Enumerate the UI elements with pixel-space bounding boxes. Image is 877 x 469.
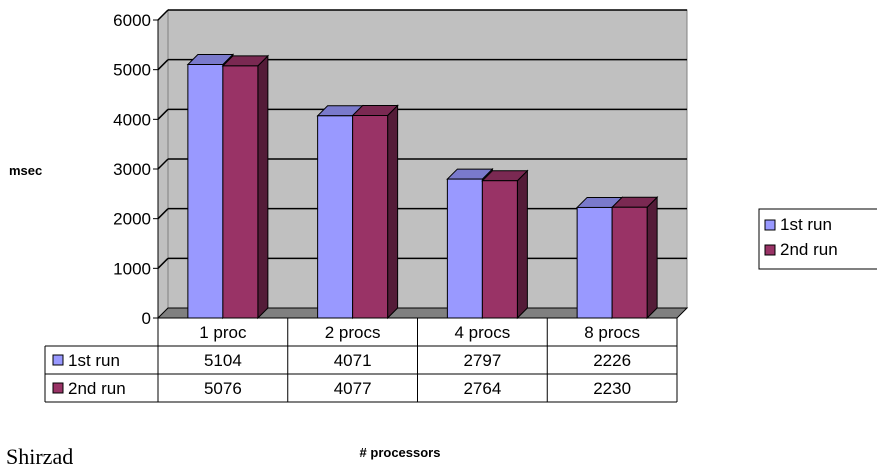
y-tick-label: 6000 (113, 11, 151, 30)
clipped-text: Shirzad (6, 444, 74, 469)
legend-label: 1st run (780, 215, 832, 234)
category-label: 8 procs (584, 323, 640, 342)
gridline-side (157, 208, 169, 220)
data-label: 2764 (463, 379, 501, 398)
table-series-label: 2nd run (68, 379, 126, 398)
data-label: 2797 (463, 351, 501, 370)
data-label: 2226 (593, 351, 631, 370)
y-tick-label: 1000 (113, 259, 151, 278)
bar-front (222, 65, 259, 319)
table-series-label: 1st run (68, 351, 120, 370)
y-tick-label: 4000 (113, 110, 151, 129)
bar (221, 54, 270, 320)
bar-side (257, 54, 269, 320)
bar-front (187, 64, 224, 319)
bar-side (516, 169, 528, 320)
data-label: 2230 (593, 379, 631, 398)
y-axis: 0 1000 2000 3000 4000 5000 6000 (113, 11, 159, 328)
bars (186, 53, 659, 320)
bar (351, 104, 399, 320)
bar-side (387, 104, 399, 320)
bar-front (317, 115, 354, 319)
data-label: 5104 (204, 351, 242, 370)
legend-box (758, 208, 877, 270)
bar (610, 196, 659, 320)
legend-swatch (764, 219, 776, 231)
data-label: 4077 (334, 379, 372, 398)
y-tick-label: 2000 (113, 210, 151, 229)
data-label: 4071 (334, 351, 372, 370)
category-label: 1 proc (199, 323, 247, 342)
data-table: 1 proc 2 procs 4 procs 8 procs 1st run 5104 40… (44, 317, 678, 403)
gridline-side (157, 257, 169, 269)
bar-front (446, 178, 483, 319)
table-legend-swatch (52, 382, 64, 394)
data-label: 5076 (204, 379, 242, 398)
gridline-side (157, 59, 169, 71)
gridline-side (157, 158, 169, 170)
table-legend-swatch (52, 354, 64, 366)
bar-front (576, 206, 613, 319)
y-tick-label: 5000 (113, 61, 151, 80)
gridline-side (157, 108, 169, 120)
bar-front (611, 206, 648, 319)
gridline-side (157, 9, 169, 21)
y-axis-label: msec (9, 163, 42, 178)
legend: 1st run 2nd run (758, 208, 877, 270)
bar (481, 169, 529, 320)
y-tick-label: 0 (142, 309, 151, 328)
category-label: 2 procs (325, 323, 381, 342)
legend-label: 2nd run (780, 240, 838, 259)
bar-side (646, 196, 658, 320)
bar-front (352, 115, 389, 319)
y-tick-label: 3000 (113, 160, 151, 179)
legend-swatch (764, 244, 776, 256)
bar-front (481, 180, 518, 319)
category-label: 4 procs (455, 323, 511, 342)
x-axis-label: # processors (360, 445, 441, 460)
